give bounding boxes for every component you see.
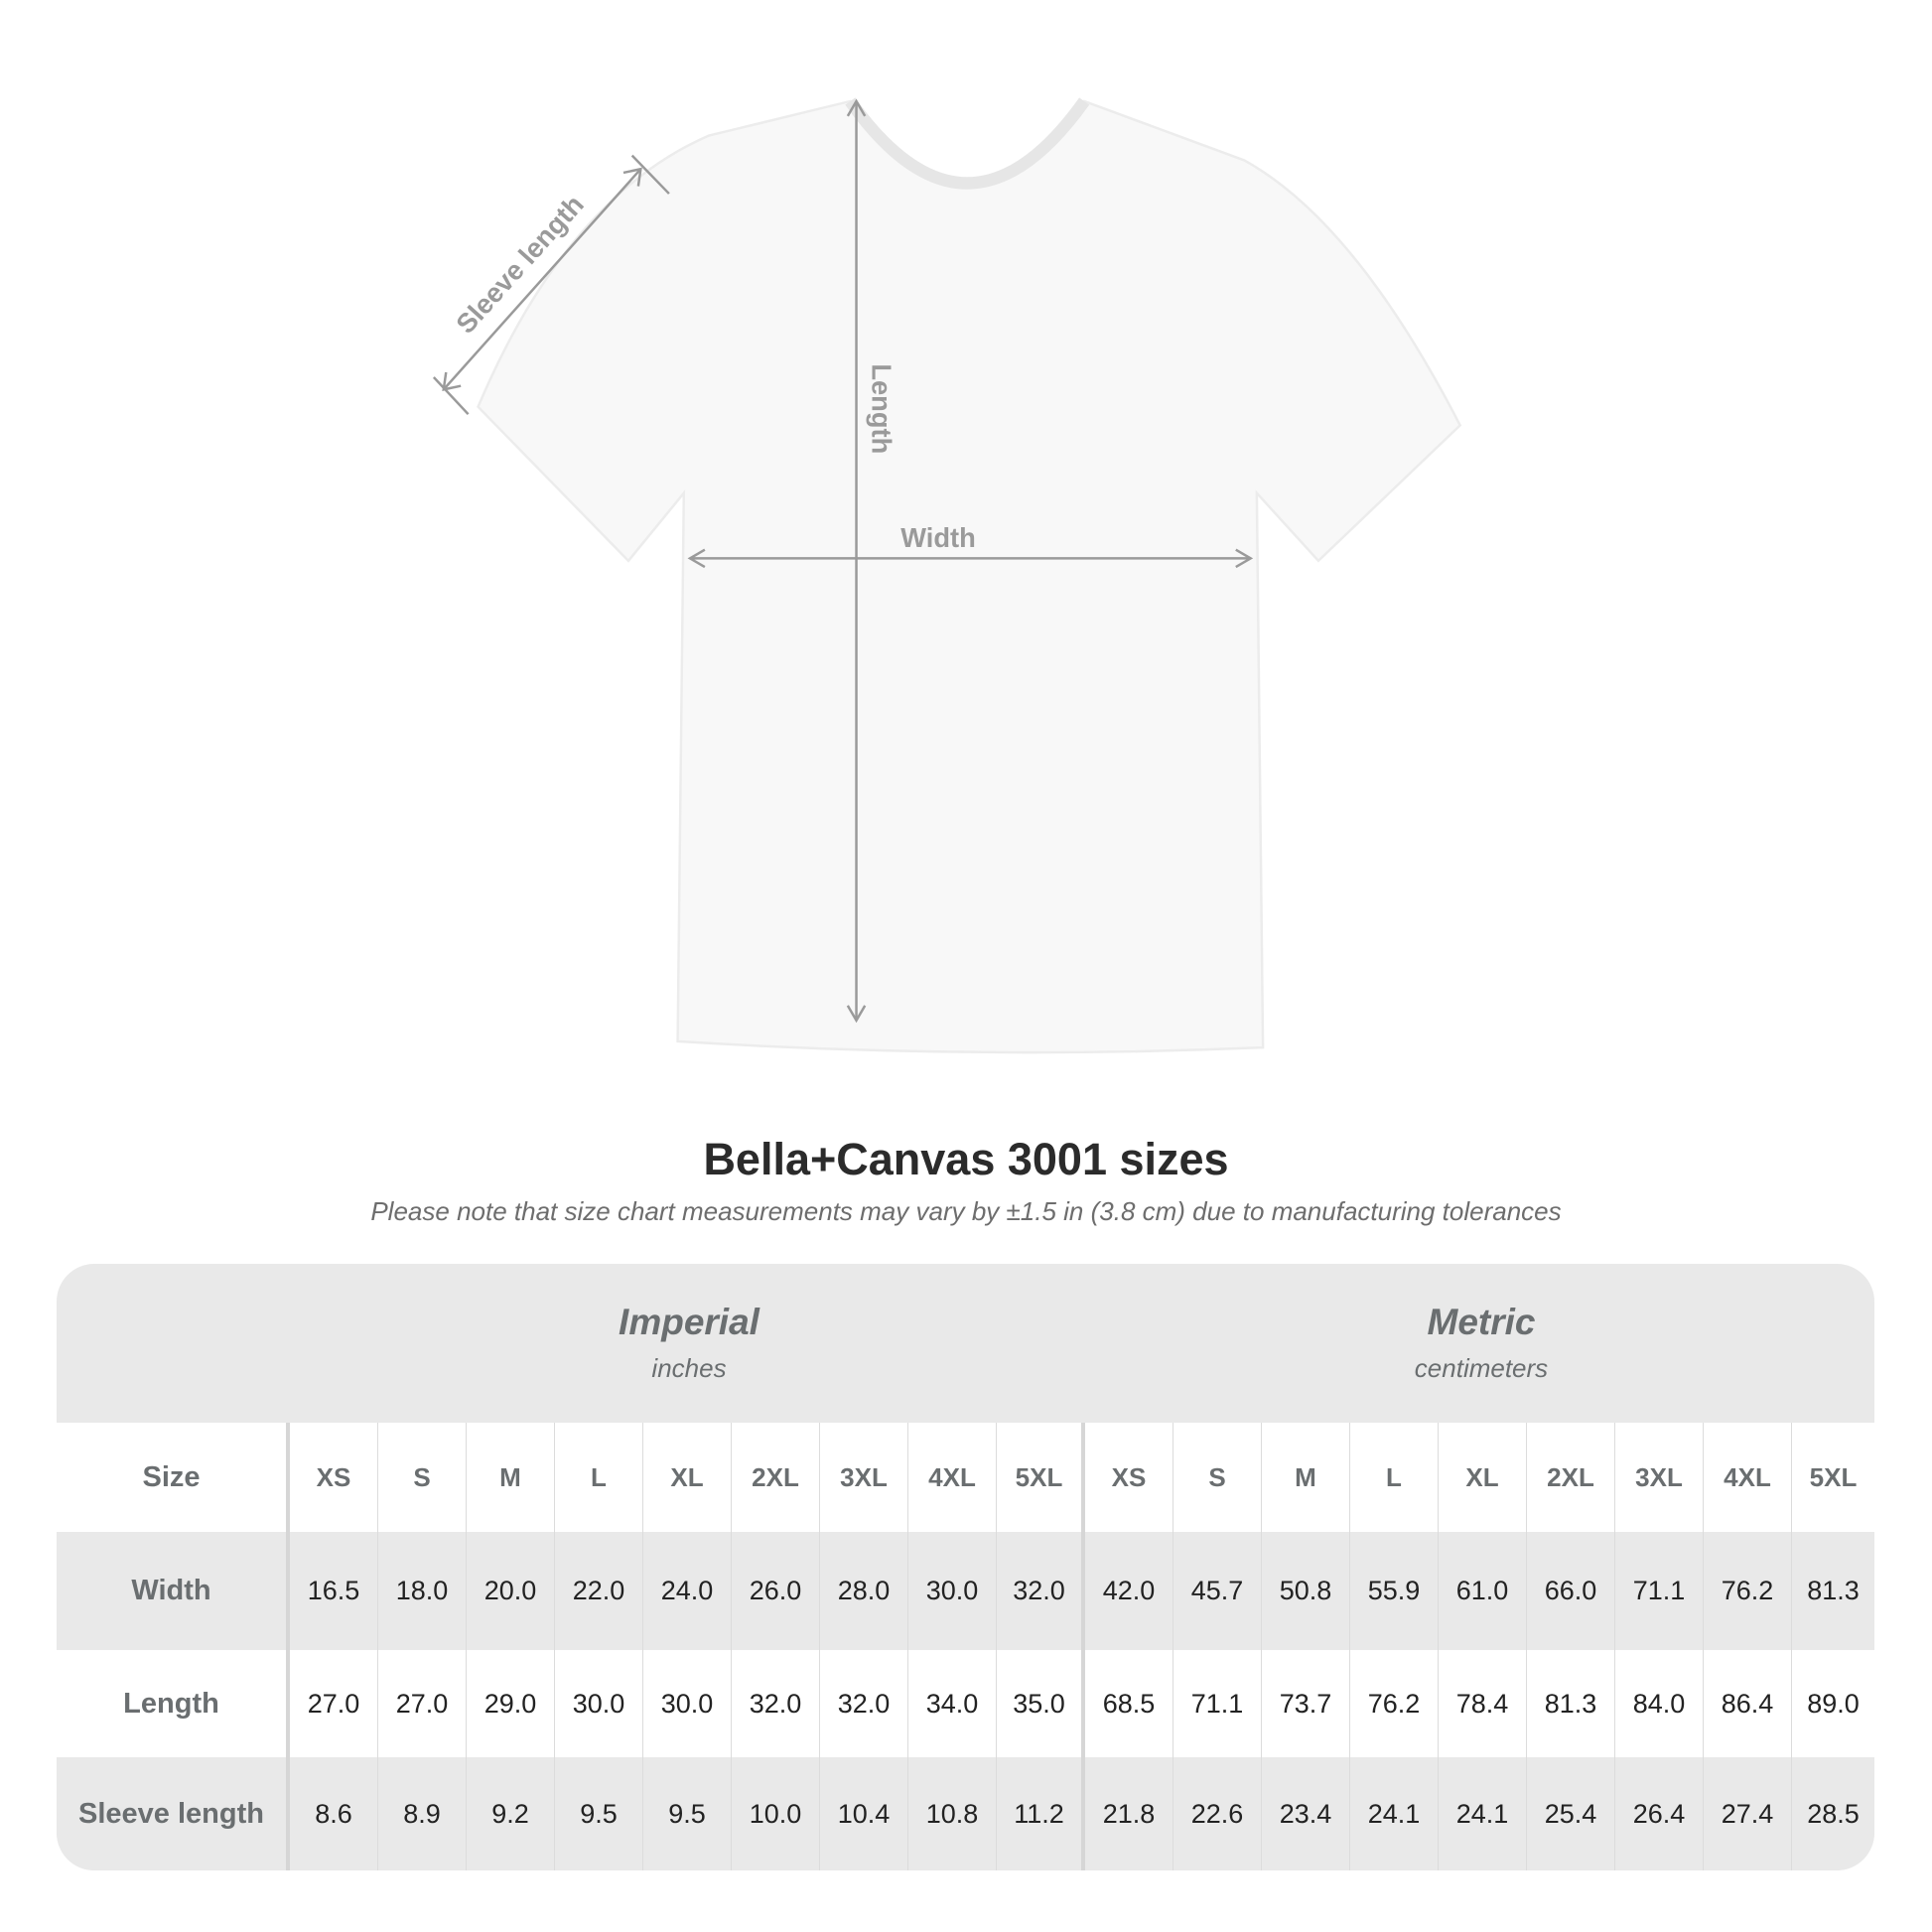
imperial-value-cell: 16.5 (290, 1532, 378, 1650)
metric-value-cell: 42.0 (1085, 1532, 1173, 1650)
imperial-value-cell: 8.6 (290, 1757, 378, 1870)
metric-value-cell: 26.4 (1615, 1757, 1704, 1870)
size-header-cell: L (555, 1423, 643, 1532)
size-header-cell: S (378, 1423, 467, 1532)
metric-value-cell: 28.5 (1807, 1798, 1860, 1829)
metric-value-cell: 55.9 (1350, 1532, 1439, 1650)
row-label: Size (57, 1423, 290, 1532)
imperial-value-cell: 11.2 (997, 1757, 1085, 1870)
size-header-cell: XL (643, 1423, 732, 1532)
size-header-cell: 4XL (1704, 1423, 1792, 1532)
metric-header: Metric centimeters (1088, 1264, 1874, 1423)
size-header-cell: 2XL (1527, 1423, 1615, 1532)
metric-value-cell: 66.0 (1527, 1532, 1615, 1650)
imperial-value-cell: 28.0 (820, 1532, 908, 1650)
metric-value-cell: 24.1 (1350, 1757, 1439, 1870)
imperial-header: Imperial inches (290, 1264, 1088, 1423)
imperial-value-cell: 30.0 (555, 1650, 643, 1757)
size-header-cell: 2XL (732, 1423, 820, 1532)
imperial-value-cell: 10.0 (732, 1757, 820, 1870)
imperial-value-cell: 32.0 (997, 1532, 1085, 1650)
page-title: Bella+Canvas 3001 sizes (703, 1134, 1229, 1184)
size-header-cell: L (1350, 1423, 1439, 1532)
size-header-cell: 3XL (820, 1423, 908, 1532)
imperial-value-cell: 10.8 (908, 1757, 997, 1870)
tshirt-diagram: Sleeve length Length Width (432, 97, 1462, 1054)
imperial-value-cell: 8.9 (378, 1757, 467, 1870)
metric-value-cell: 68.5 (1085, 1650, 1173, 1757)
metric-value-cell: 45.7 (1173, 1532, 1262, 1650)
metric-value-cell: 22.6 (1173, 1757, 1262, 1870)
size-header-cell: XS (1085, 1423, 1173, 1532)
row-label: Sleeve length (57, 1757, 290, 1870)
imperial-value-cell: 32.0 (732, 1650, 820, 1757)
metric-value-cell: 27.4 (1704, 1757, 1792, 1870)
metric-value-cell: 23.4 (1262, 1757, 1350, 1870)
imperial-value-cell: 34.0 (908, 1650, 997, 1757)
imperial-value-cell: 9.5 (555, 1757, 643, 1870)
metric-value-cell: 61.0 (1439, 1532, 1527, 1650)
metric-value-cell: 50.8 (1262, 1532, 1350, 1650)
sleeve-arrow (442, 168, 642, 391)
size-header-cell: 5XL (997, 1423, 1085, 1532)
metric-value-cell: 81.3 (1527, 1650, 1615, 1757)
imperial-value-cell: 27.0 (378, 1650, 467, 1757)
metric-value-cell: 81.3 (1807, 1576, 1860, 1605)
imperial-value-cell: 29.0 (467, 1650, 555, 1757)
size-header-row: Size XS S M L XL 2XL 3XL 4XL 5XL XS S M L XL 2XL 3XL 4XL 5… (57, 1423, 1874, 1532)
imperial-value-cell: 26.0 (732, 1532, 820, 1650)
imperial-value-cell: 9.5 (643, 1757, 732, 1870)
imperial-value-cell: 27.0 (290, 1650, 378, 1757)
metric-value-cell: 25.4 (1527, 1757, 1615, 1870)
size-header-cell: 3XL (1615, 1423, 1704, 1532)
imperial-value-cell: 24.0 (643, 1532, 732, 1650)
size-header-cell: M (467, 1423, 555, 1532)
imperial-value-cell: 32.0 (820, 1650, 908, 1757)
metric-value-cell: 71.1 (1173, 1650, 1262, 1757)
imperial-value-cell: 9.2 (467, 1757, 555, 1870)
imperial-value-cell: 30.0 (643, 1650, 732, 1757)
metric-value-cell: 71.1 (1615, 1532, 1704, 1650)
size-header-cell: 5XL (1809, 1461, 1858, 1492)
table-row: Sleeve length 8.6 8.9 9.2 9.5 9.5 10.0 10.4 10.8… (57, 1757, 1874, 1870)
metric-unit: centimeters (1414, 1353, 1549, 1383)
tshirt-shape (477, 99, 1462, 1054)
imperial-value-cell: 22.0 (555, 1532, 643, 1650)
metric-value-cell: 78.4 (1439, 1650, 1527, 1757)
metric-value-cell: 24.1 (1439, 1757, 1527, 1870)
size-table: Imperial inches Metric centimeters Size X… (57, 1264, 1874, 1870)
imperial-value-cell: 10.4 (820, 1757, 908, 1870)
tolerance-note: Please note that size chart measurements… (370, 1196, 1562, 1226)
metric-value-cell: 84.0 (1615, 1650, 1704, 1757)
width-label: Width (900, 522, 976, 553)
size-header-cell: 4XL (908, 1423, 997, 1532)
table-row: Length 27.0 27.0 29.0 30.0 30.0 32.0 32.0 34.0 35… (57, 1650, 1874, 1757)
imperial-label: Imperial (619, 1302, 759, 1342)
neckline (845, 97, 1090, 190)
metric-value-cell: 86.4 (1704, 1650, 1792, 1757)
imperial-value-cell: 20.0 (467, 1532, 555, 1650)
metric-value-cell: 76.2 (1350, 1650, 1439, 1757)
size-header-cell: XL (1439, 1423, 1527, 1532)
metric-label: Metric (1427, 1302, 1536, 1342)
size-header-cell: S (1173, 1423, 1262, 1532)
imperial-value-cell: 18.0 (378, 1532, 467, 1650)
length-label: Length (867, 363, 897, 454)
metric-value-cell: 76.2 (1704, 1532, 1792, 1650)
row-label: Length (57, 1650, 290, 1757)
row-label: Width (57, 1532, 290, 1650)
metric-value-cell: 73.7 (1262, 1650, 1350, 1757)
size-header-cell: M (1262, 1423, 1350, 1532)
size-header-cell: XS (290, 1423, 378, 1532)
metric-value-cell: 89.0 (1807, 1688, 1860, 1719)
metric-value-cell: 21.8 (1085, 1757, 1173, 1870)
imperial-unit: inches (651, 1353, 727, 1383)
table-row: Width 16.5 18.0 20.0 22.0 24.0 26.0 28.0 30.0 32.… (57, 1532, 1874, 1650)
imperial-value-cell: 30.0 (908, 1532, 997, 1650)
imperial-value-cell: 35.0 (997, 1650, 1085, 1757)
